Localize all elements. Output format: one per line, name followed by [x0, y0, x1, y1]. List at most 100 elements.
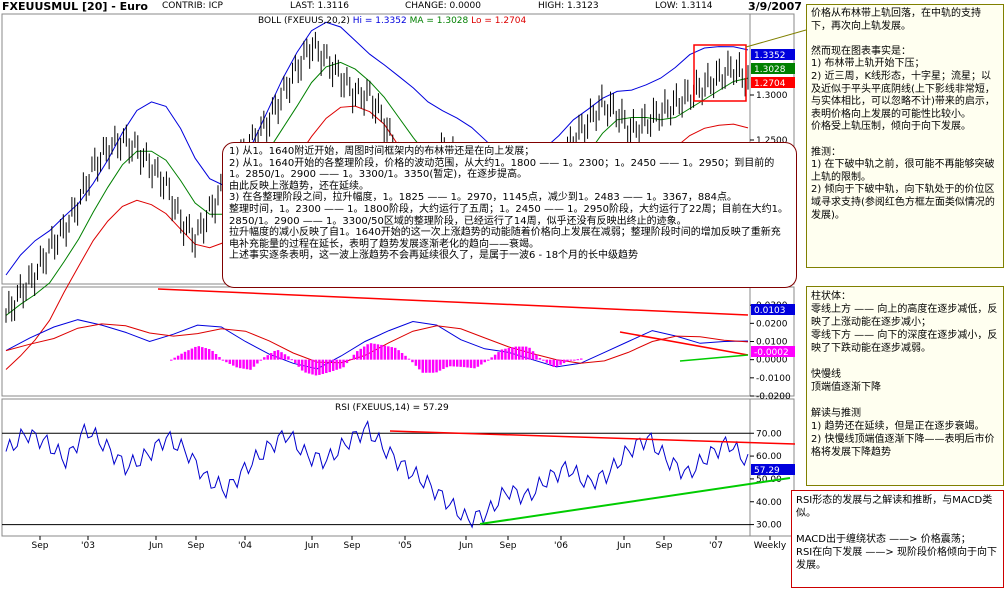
macd-histogram-bar	[511, 347, 514, 360]
macd-tick-label: 0.0100	[756, 338, 788, 348]
x-tick-label: Sep	[500, 541, 517, 551]
macd-histogram-bar	[335, 359, 338, 370]
low-label: LOW: 1.3114	[655, 1, 713, 11]
rsi-red-trendline	[389, 430, 796, 445]
macd-histogram-bar	[462, 359, 466, 368]
macd-histogram-bar	[573, 359, 576, 361]
macd-histogram-bar	[359, 348, 362, 360]
x-tick-label: '05	[398, 541, 412, 551]
macd-histogram-bar	[411, 359, 414, 363]
macd-histogram-bar	[263, 357, 266, 360]
rsi-tick-label: 40.00	[756, 498, 782, 508]
macd-histogram-bar	[307, 359, 311, 374]
last-lower-bg	[751, 77, 795, 88]
macd-histogram-bar	[542, 359, 545, 361]
macd-histogram-bar	[242, 359, 245, 369]
macd-histogram-bar	[190, 348, 194, 360]
panel-frame-2	[1, 398, 795, 537]
macd-histogram-bar	[504, 348, 507, 360]
annotation-rsi-text: RSI形态的发展与之解读和推断，与MACD类似。 MACD出于缠绕状态 ——> …	[796, 495, 997, 571]
macd-histogram-bar	[218, 357, 221, 360]
macd-histogram-bar	[452, 359, 456, 367]
macd-histogram-bar	[466, 359, 469, 368]
macd-histogram-bar	[318, 359, 321, 375]
rsi-tick-label: 70.00	[756, 429, 782, 439]
macd-histogram-bar	[173, 357, 176, 360]
macd-histogram-bar	[245, 359, 249, 370]
macd-histogram-bar	[442, 359, 445, 369]
macd-histogram-bar	[421, 359, 425, 373]
macd-histogram-bar	[414, 359, 418, 366]
last-upper-label: 1.3352	[754, 51, 786, 61]
macd-histogram-bar	[397, 350, 400, 360]
macd-histogram-bar	[366, 344, 369, 360]
last-label: LAST: 1.3116	[290, 1, 349, 11]
x-tick-label: Sep	[188, 541, 205, 551]
high-label: HIGH: 1.3123	[538, 1, 599, 11]
macd-histogram-bar	[380, 344, 383, 360]
macd-histogram-bar	[580, 358, 583, 360]
macd-histogram-bar	[252, 359, 256, 367]
macd-histogram-bar	[194, 346, 197, 360]
macd-histogram-bar	[548, 359, 552, 365]
x-tick-label: '07	[709, 541, 723, 551]
x-tick-label: Jun	[458, 541, 473, 551]
macd-red-trendline-2	[619, 331, 749, 356]
macd-histogram-bar	[476, 359, 480, 367]
macd-tick-label: 0.0000	[756, 356, 788, 366]
macd-histogram-bar	[287, 356, 290, 360]
macd-histogram-bar	[221, 359, 225, 361]
macd-histogram-bar	[431, 359, 435, 373]
macd-histogram-bar	[170, 359, 173, 361]
macd-red-trendline	[157, 288, 749, 316]
x-tick-label: Jun	[616, 541, 631, 551]
change-label: CHANGE: 0.0000	[405, 1, 481, 11]
macd-histogram-bar	[311, 359, 314, 375]
macd-histogram-bar	[407, 358, 411, 360]
annotation-pointer	[745, 29, 807, 48]
macd-histogram-bar	[325, 359, 328, 374]
macd-histogram-bar	[552, 359, 555, 367]
macd-histogram-bar	[345, 359, 349, 364]
macd-histogram-bar	[387, 346, 390, 360]
last-rsi-bg	[751, 464, 795, 475]
macd-histogram-bar	[514, 346, 518, 360]
macd-histogram-bar	[493, 354, 497, 360]
last-mid-bg	[751, 63, 795, 74]
macd-histogram-bar	[204, 348, 207, 360]
rsi-tick-label: 50.00	[756, 475, 782, 485]
macd-histogram-bar	[538, 358, 542, 360]
macd-histogram-bar	[369, 343, 373, 360]
macd-histogram-bar	[459, 359, 462, 367]
last-mid-label: 1.3028	[754, 65, 786, 75]
last-macd-label: 0.0103	[754, 306, 786, 316]
macd-histogram-bar	[314, 359, 318, 376]
date-label: 3/9/2007	[748, 0, 802, 13]
macd-histogram-bar	[235, 359, 238, 368]
contrib-label: CONTRIB: ICP	[162, 1, 223, 11]
macd-histogram-bar	[304, 359, 307, 373]
macd-histogram-bar	[390, 347, 394, 360]
last-lower-label: 1.2704	[754, 79, 786, 89]
macd-histogram-bar	[256, 359, 259, 364]
x-tick-label: '04	[238, 541, 252, 551]
macd-histogram-bar	[356, 351, 359, 360]
annotation-macd-text: 柱状体： 零线上方 —— 向上的高度在逐步减低，反映了上涨动能在逐步减小； 零线…	[811, 291, 998, 458]
bb-upper-line	[5, 21, 749, 276]
macd-histogram-bar	[183, 351, 187, 360]
macd-histogram-bar	[438, 359, 442, 371]
boll-legend: BOLL (FXEUUS,20,2) Hi = 1.3352 MA = 1.30…	[258, 16, 527, 26]
macd-histogram-bar	[297, 359, 300, 367]
last-upper-bg	[751, 49, 795, 60]
x-tick-label: Sep	[344, 541, 361, 551]
macd-histogram-bar	[266, 355, 269, 360]
macd-histogram-bar	[376, 344, 380, 360]
macd-histogram-bar	[528, 347, 531, 360]
macd-fast-line	[5, 319, 749, 370]
macd-histogram-bar	[562, 359, 566, 364]
x-tick-label: Sep	[656, 541, 673, 551]
macd-green-trendline	[679, 354, 749, 362]
macd-histogram-bar	[473, 359, 476, 369]
annotation-rsi: RSI形态的发展与之解读和推断，与MACD类似。 MACD出于缠绕状态 ——> …	[791, 490, 1004, 588]
macd-histogram-bar	[393, 347, 397, 360]
